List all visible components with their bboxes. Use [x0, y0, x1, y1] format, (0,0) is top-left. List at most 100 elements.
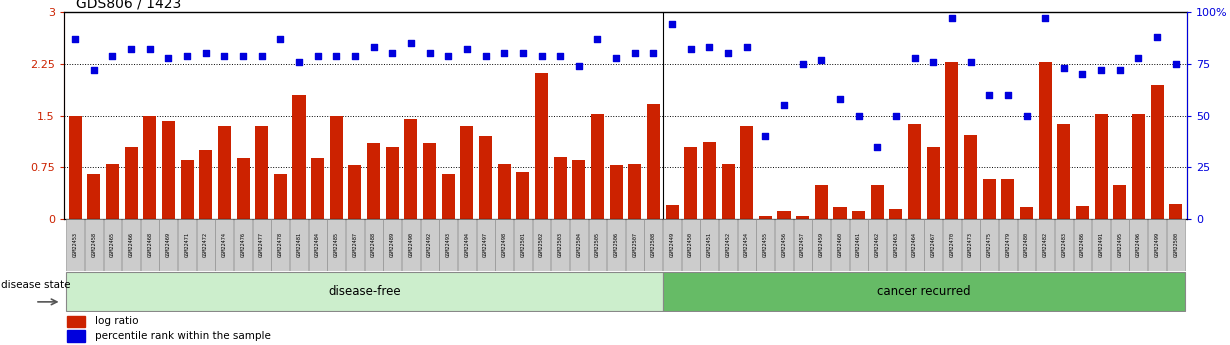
Bar: [590, 114, 604, 219]
Text: GSM22493: GSM22493: [445, 233, 450, 257]
Point: [513, 51, 533, 56]
Text: GSM22492: GSM22492: [427, 233, 432, 257]
Bar: [1074, 219, 1091, 271]
Bar: [946, 62, 958, 219]
Text: GSM22461: GSM22461: [856, 233, 861, 257]
Bar: [309, 219, 327, 271]
Bar: [645, 219, 663, 271]
Bar: [124, 147, 138, 219]
Bar: [700, 219, 718, 271]
Text: cancer recurred: cancer recurred: [877, 285, 970, 298]
Bar: [199, 150, 213, 219]
Bar: [905, 219, 924, 271]
Point: [494, 51, 514, 56]
Point: [383, 51, 402, 56]
Bar: [1055, 219, 1073, 271]
Bar: [85, 219, 103, 271]
Text: GSM22486: GSM22486: [1080, 233, 1085, 257]
Bar: [476, 219, 494, 271]
Point: [1073, 71, 1092, 77]
Text: GSM22480: GSM22480: [1025, 233, 1030, 257]
Text: GSM22489: GSM22489: [390, 233, 395, 257]
Bar: [181, 160, 193, 219]
Point: [830, 96, 850, 102]
Bar: [498, 164, 510, 219]
Bar: [889, 209, 903, 219]
Bar: [796, 216, 809, 219]
Point: [625, 51, 645, 56]
Text: GSM22462: GSM22462: [875, 233, 879, 257]
Bar: [346, 219, 364, 271]
Point: [1017, 113, 1037, 118]
Text: GSM22477: GSM22477: [260, 233, 264, 257]
Bar: [274, 174, 287, 219]
Bar: [272, 219, 289, 271]
Bar: [1148, 219, 1166, 271]
Bar: [1129, 219, 1148, 271]
Bar: [367, 143, 380, 219]
Bar: [405, 119, 417, 219]
Point: [979, 92, 999, 98]
Bar: [608, 219, 625, 271]
Bar: [871, 185, 884, 219]
Bar: [386, 147, 399, 219]
Bar: [384, 219, 401, 271]
Bar: [460, 126, 474, 219]
Point: [1166, 61, 1186, 67]
Bar: [66, 315, 85, 327]
Bar: [252, 219, 271, 271]
Point: [1109, 67, 1129, 73]
Bar: [684, 147, 697, 219]
Bar: [665, 205, 679, 219]
Bar: [908, 124, 921, 219]
Text: GSM22465: GSM22465: [109, 233, 114, 257]
Text: GSM22460: GSM22460: [838, 233, 843, 257]
Text: GSM22508: GSM22508: [651, 233, 656, 257]
Text: GSM22474: GSM22474: [221, 233, 226, 257]
Text: GSM22470: GSM22470: [950, 233, 954, 257]
Point: [177, 53, 197, 58]
Point: [1129, 55, 1149, 60]
Point: [289, 59, 309, 65]
Text: GSM22478: GSM22478: [278, 233, 283, 257]
Bar: [236, 158, 250, 219]
Point: [401, 40, 421, 46]
Text: GSM22473: GSM22473: [968, 233, 973, 257]
Text: GSM22472: GSM22472: [203, 233, 208, 257]
Text: GSM22451: GSM22451: [707, 233, 712, 257]
Point: [755, 134, 775, 139]
Text: GSM22450: GSM22450: [689, 233, 694, 257]
Text: GSM22463: GSM22463: [893, 233, 898, 257]
Text: GSM22495: GSM22495: [1117, 233, 1122, 257]
Point: [718, 51, 738, 56]
Point: [140, 47, 160, 52]
Bar: [218, 126, 231, 219]
Point: [476, 53, 496, 58]
Bar: [777, 211, 791, 219]
Text: GSM22500: GSM22500: [1173, 233, 1178, 257]
Bar: [496, 219, 513, 271]
Text: GSM22455: GSM22455: [763, 233, 768, 257]
Text: GSM22466: GSM22466: [129, 233, 134, 257]
Bar: [439, 219, 458, 271]
Bar: [423, 143, 437, 219]
Bar: [610, 165, 622, 219]
Bar: [458, 219, 476, 271]
Bar: [143, 116, 156, 219]
Text: GSM22499: GSM22499: [1155, 233, 1160, 257]
Point: [326, 53, 346, 58]
Point: [1091, 67, 1111, 73]
Point: [998, 92, 1017, 98]
Bar: [793, 219, 812, 271]
Text: GSM22496: GSM22496: [1137, 233, 1141, 257]
Bar: [551, 219, 569, 271]
Bar: [327, 219, 346, 271]
Bar: [740, 126, 753, 219]
Text: GSM22498: GSM22498: [502, 233, 507, 257]
Point: [961, 59, 980, 65]
Bar: [647, 104, 661, 219]
Bar: [1020, 207, 1033, 219]
Text: GSM22502: GSM22502: [539, 233, 544, 257]
Point: [196, 51, 215, 56]
Bar: [215, 219, 234, 271]
